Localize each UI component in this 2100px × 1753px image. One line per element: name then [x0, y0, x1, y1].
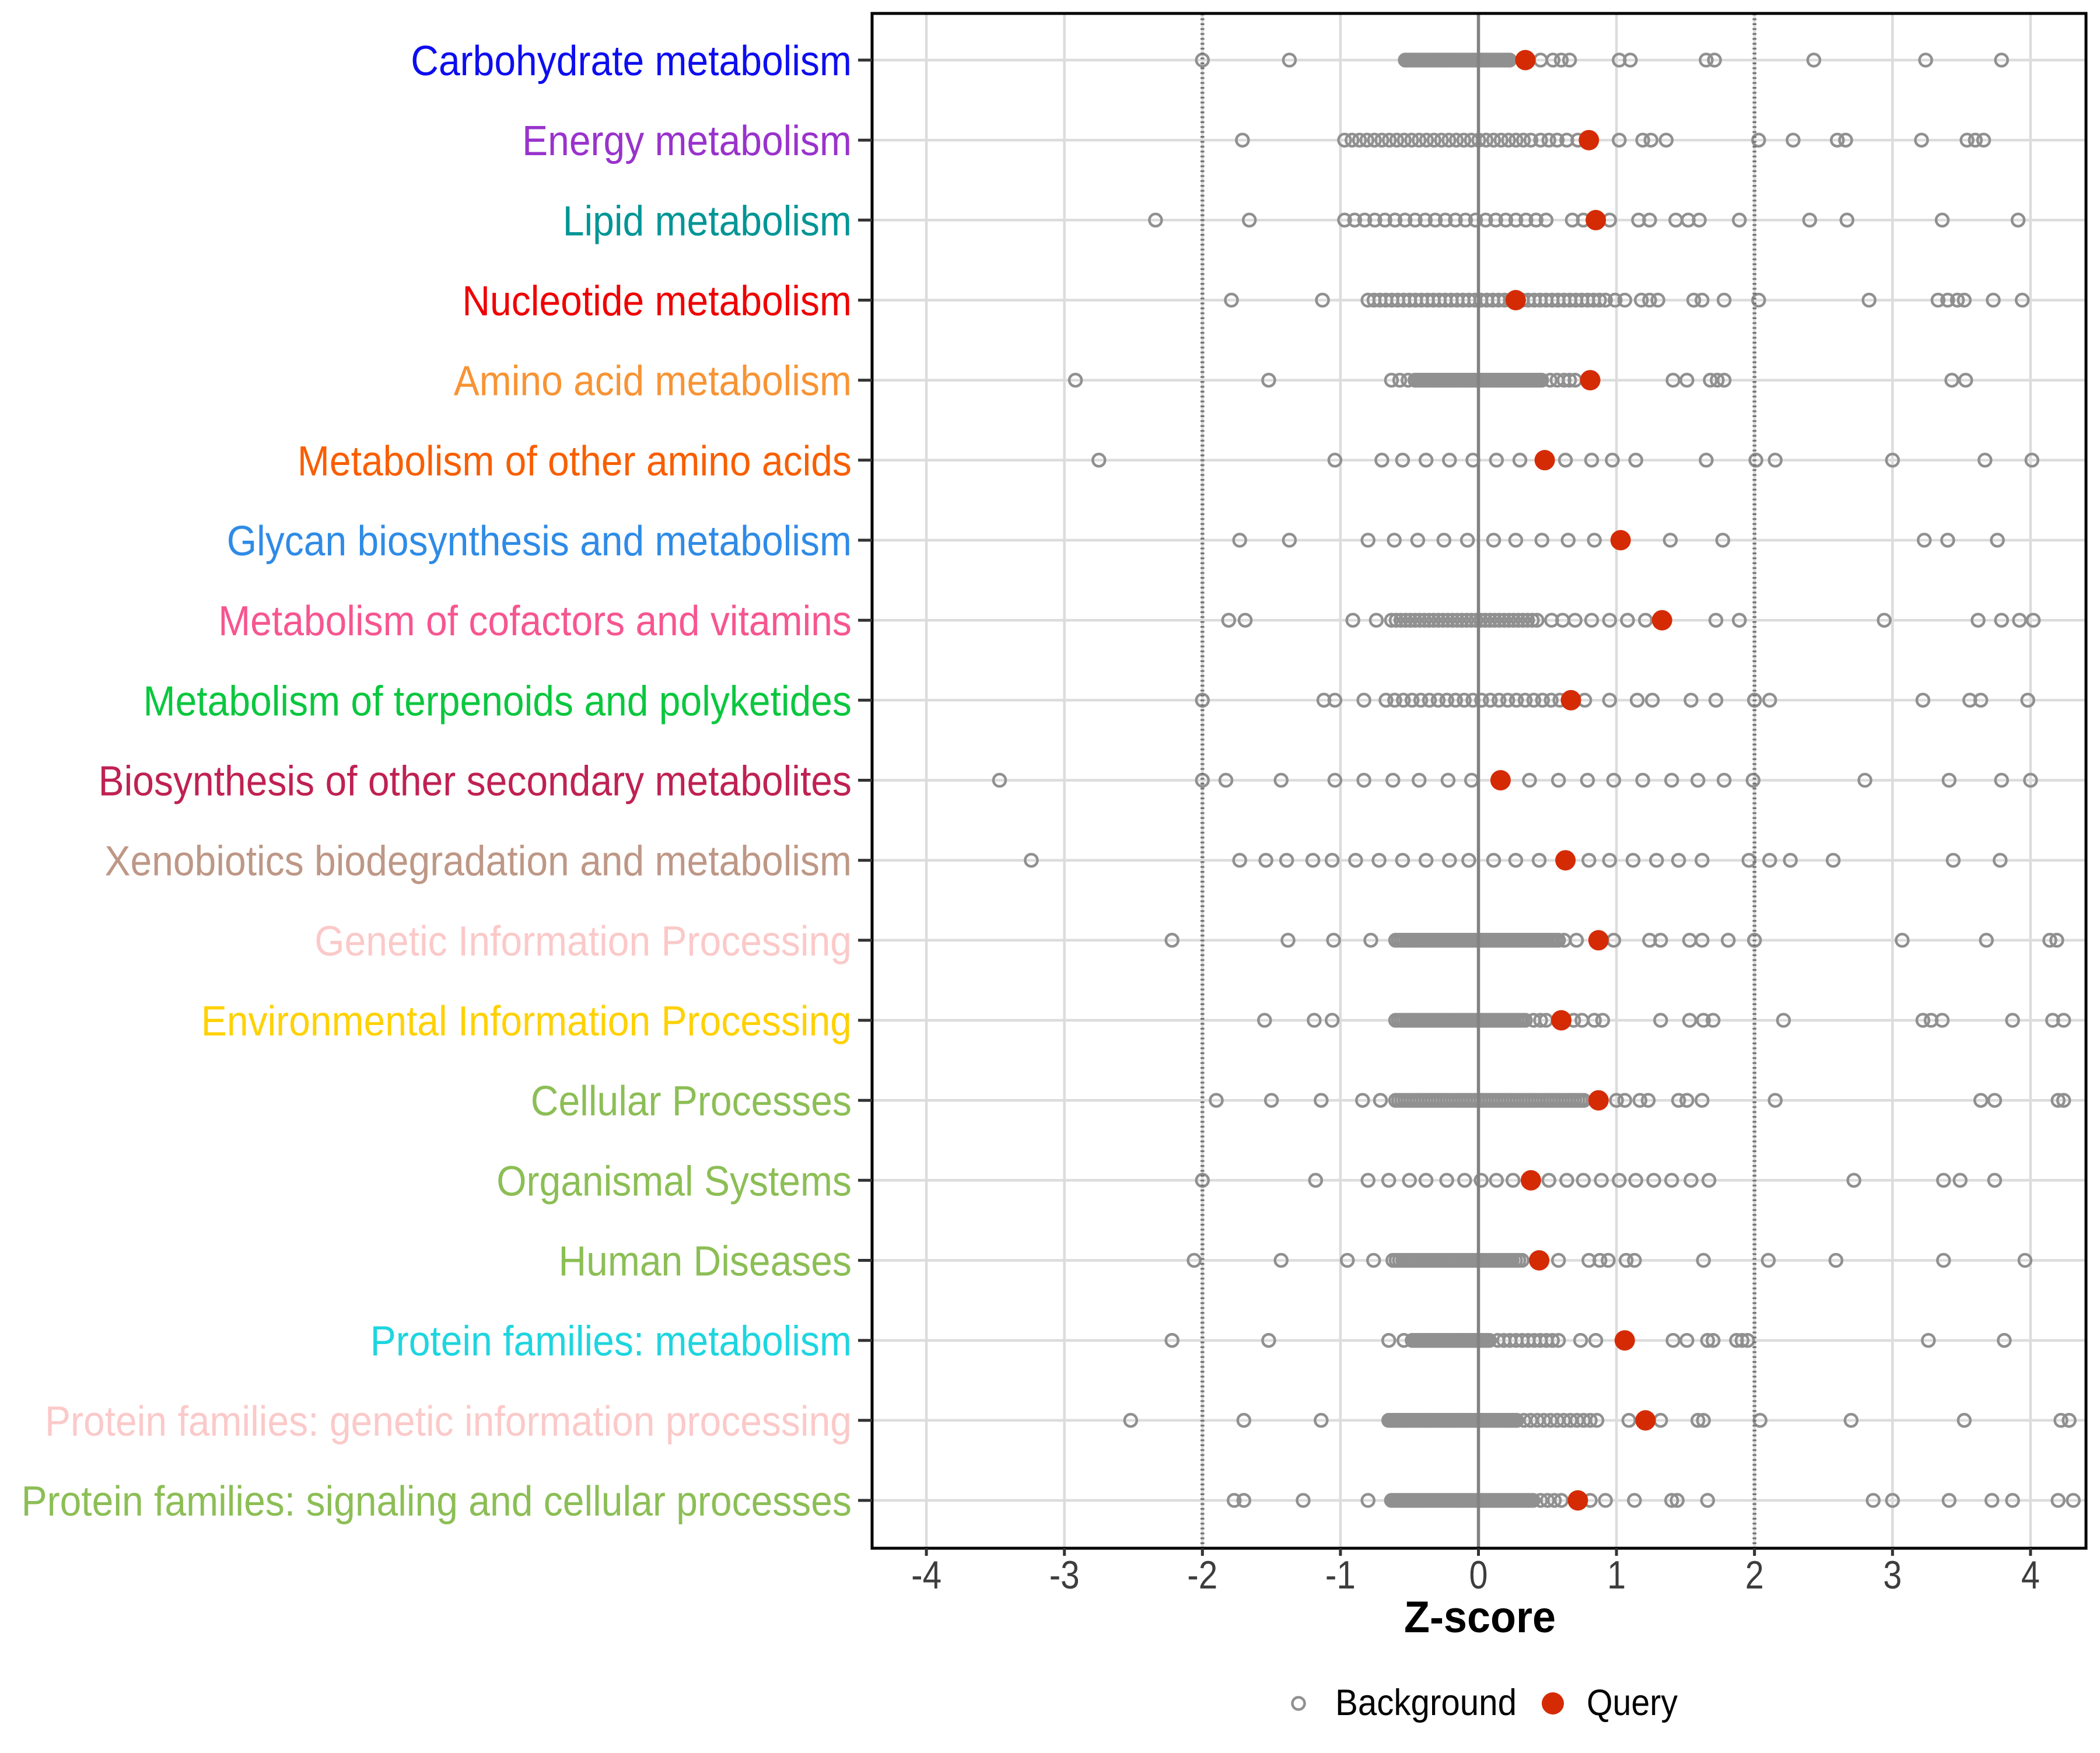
svg-text:Biosynthesis of other secondar: Biosynthesis of other secondary metaboli…: [99, 758, 852, 805]
svg-text:Query: Query: [1587, 1682, 1678, 1723]
svg-text:Human Diseases: Human Diseases: [559, 1238, 852, 1285]
svg-text:Environmental Information Proc: Environmental Information Processing: [201, 998, 852, 1045]
svg-text:Protein families: metabolism: Protein families: metabolism: [370, 1318, 852, 1365]
svg-text:Metabolism of other amino acid: Metabolism of other amino acids: [298, 438, 852, 485]
svg-text:Lipid metabolism: Lipid metabolism: [563, 198, 852, 244]
svg-text:Nucleotide metabolism: Nucleotide metabolism: [462, 278, 852, 325]
svg-text:Genetic Information Processing: Genetic Information Processing: [314, 918, 852, 965]
svg-text:0: 0: [1469, 1553, 1488, 1597]
svg-text:-2: -2: [1187, 1553, 1217, 1597]
svg-text:Amino acid metabolism: Amino acid metabolism: [454, 358, 852, 405]
svg-text:1: 1: [1607, 1553, 1626, 1597]
svg-text:Energy metabolism: Energy metabolism: [522, 118, 852, 165]
svg-text:Cellular Processes: Cellular Processes: [531, 1078, 852, 1125]
svg-text:Z-score: Z-score: [1404, 1593, 1556, 1642]
svg-text:-3: -3: [1049, 1553, 1080, 1597]
svg-text:Xenobiotics biodegradation and: Xenobiotics biodegradation and metabolis…: [105, 838, 852, 885]
svg-text:4: 4: [2021, 1553, 2040, 1597]
svg-text:Glycan biosynthesis and metabo: Glycan biosynthesis and metabolism: [227, 518, 852, 565]
svg-text:-1: -1: [1325, 1553, 1356, 1597]
svg-text:Metabolism of cofactors and vi: Metabolism of cofactors and vitamins: [218, 598, 852, 645]
svg-text:Organismal Systems: Organismal Systems: [496, 1158, 852, 1205]
svg-text:2: 2: [1745, 1553, 1764, 1597]
svg-text:-4: -4: [911, 1553, 942, 1597]
svg-text:Carbohydrate metabolism: Carbohydrate metabolism: [411, 38, 852, 85]
svg-text:Protein families: genetic info: Protein families: genetic information pr…: [45, 1398, 852, 1445]
svg-text:3: 3: [1883, 1553, 1902, 1597]
svg-text:Protein families: signaling an: Protein families: signaling and cellular…: [22, 1478, 852, 1525]
svg-text:Metabolism of terpenoids and p: Metabolism of terpenoids and polyketides: [144, 678, 852, 725]
svg-text:Background: Background: [1335, 1682, 1517, 1723]
